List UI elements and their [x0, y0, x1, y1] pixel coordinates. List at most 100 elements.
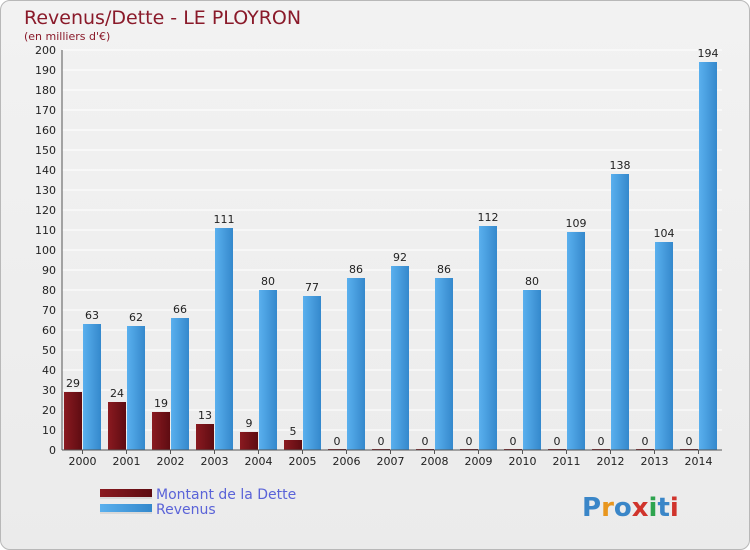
bar-revenus — [611, 174, 629, 450]
bar-dette — [284, 440, 302, 450]
y-tick-label: 40 — [42, 364, 56, 377]
y-tick-label: 80 — [42, 284, 56, 297]
bar-revenus — [259, 290, 277, 450]
data-label: 62 — [129, 311, 143, 324]
y-axis-ticks: 0 10 20 30 40 50 60 70 80 90 100 110 120 130 140 150 160… — [35, 44, 56, 457]
data-label: 29 — [66, 377, 80, 390]
data-label: 13 — [198, 409, 212, 422]
y-tick-label: 100 — [35, 244, 56, 257]
x-tick-label: 2010 — [509, 455, 537, 468]
x-tick-label: 2007 — [377, 455, 405, 468]
data-label: 92 — [393, 251, 407, 264]
bar-revenus — [699, 62, 717, 450]
data-label: 0 — [378, 435, 385, 448]
x-tick-label: 2011 — [553, 455, 581, 468]
bar-revenus — [347, 278, 365, 450]
y-tick-label: 150 — [35, 144, 56, 157]
y-tick-label: 180 — [35, 84, 56, 97]
y-tick-label: 170 — [35, 104, 56, 117]
data-label: 0 — [510, 435, 517, 448]
bar-revenus — [435, 278, 453, 450]
x-tick-label: 2004 — [245, 455, 273, 468]
data-label: 0 — [686, 435, 693, 448]
bar-revenus — [655, 242, 673, 450]
chart-title: Revenus/Dette - LE PLOYRON — [24, 7, 301, 29]
logo-letter: i — [649, 493, 658, 523]
data-label: 66 — [173, 303, 187, 316]
y-tick-label: 120 — [35, 204, 56, 217]
legend-swatch-debt-shadow — [100, 497, 152, 499]
data-label: 77 — [305, 281, 319, 294]
bar-dette — [196, 424, 214, 450]
x-axis-ticks: 2000 2001 2002 2003 2004 2005 2006 2007 2008 2009… — [69, 450, 713, 468]
data-label: 0 — [554, 435, 561, 448]
logo-letter: r — [601, 493, 614, 523]
legend-label-debt: Montant de la Dette — [156, 487, 296, 503]
x-tick-label: 2008 — [421, 455, 449, 468]
y-tick-label: 0 — [49, 444, 56, 457]
data-label: 63 — [85, 309, 99, 322]
data-label: 109 — [566, 217, 587, 230]
proxiti-logo: Proxiti — [582, 493, 679, 523]
x-tick-label: 2006 — [333, 455, 361, 468]
data-label: 80 — [261, 275, 275, 288]
x-tick-label: 2013 — [641, 455, 669, 468]
data-label: 9 — [246, 417, 253, 430]
x-tick-label: 2001 — [113, 455, 141, 468]
y-tick-label: 10 — [42, 424, 56, 437]
bar-revenus — [215, 228, 233, 450]
y-tick-label: 70 — [42, 304, 56, 317]
y-tick-label: 190 — [35, 64, 56, 77]
logo-letter: P — [582, 493, 601, 523]
data-label: 104 — [654, 227, 675, 240]
x-tick-label: 2009 — [465, 455, 493, 468]
y-tick-label: 60 — [42, 324, 56, 337]
legend-swatch-revenus — [100, 504, 152, 512]
data-label: 86 — [349, 263, 363, 276]
y-tick-label: 50 — [42, 344, 56, 357]
bar-dette — [152, 412, 170, 450]
x-tick-label: 2000 — [69, 455, 97, 468]
bar-revenus — [567, 232, 585, 450]
bar-dette — [108, 402, 126, 450]
bar-dette — [240, 432, 258, 450]
bar-revenus — [479, 226, 497, 450]
logo-letter: x — [632, 493, 649, 523]
data-label: 0 — [422, 435, 429, 448]
data-label: 0 — [642, 435, 649, 448]
legend-label-revenus: Revenus — [156, 502, 216, 518]
x-tick-label: 2014 — [685, 455, 713, 468]
x-tick-label: 2002 — [157, 455, 185, 468]
y-tick-label: 160 — [35, 124, 56, 137]
x-tick-label: 2012 — [597, 455, 625, 468]
data-label: 0 — [334, 435, 341, 448]
y-tick-label: 200 — [35, 44, 56, 57]
bar-revenus — [127, 326, 145, 450]
logo-letter: i — [670, 493, 679, 523]
y-tick-label: 20 — [42, 404, 56, 417]
logo-letter: t — [657, 493, 669, 523]
data-label: 5 — [290, 425, 297, 438]
x-tick-label: 2005 — [289, 455, 317, 468]
legend: Montant de la Dette Revenus — [100, 487, 296, 518]
data-label: 80 — [525, 275, 539, 288]
y-tick-label: 130 — [35, 184, 56, 197]
y-tick-label: 140 — [35, 164, 56, 177]
legend-swatch-revenus-shadow — [100, 512, 152, 514]
bar-revenus — [303, 296, 321, 450]
y-tick-label: 30 — [42, 384, 56, 397]
bar-revenus — [523, 290, 541, 450]
data-labels: 29 63 24 62 19 66 13 111 9 80 5 77 0 86 0 92 0 86 0 112 0 80 0… — [66, 47, 719, 448]
data-label: 86 — [437, 263, 451, 276]
bar-revenus — [171, 318, 189, 450]
legend-swatch-debt — [100, 489, 152, 497]
chart-subtitle: (en milliers d'€) — [24, 30, 110, 43]
data-label: 24 — [110, 387, 124, 400]
data-label: 0 — [598, 435, 605, 448]
data-label: 138 — [610, 159, 631, 172]
bar-dette — [64, 392, 82, 450]
x-tick-label: 2003 — [201, 455, 229, 468]
bar-revenus — [83, 324, 101, 450]
data-label: 111 — [214, 213, 235, 226]
